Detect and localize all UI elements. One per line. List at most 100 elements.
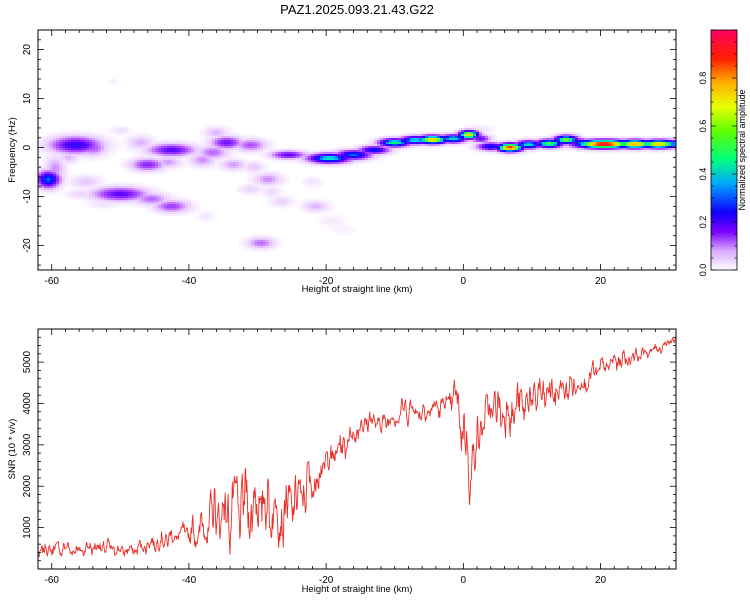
- heatmap-cell: [62, 192, 66, 195]
- heatmap-cell: [53, 154, 57, 157]
- heatmap-cell: [152, 134, 156, 137]
- heatmap-cell: [278, 152, 282, 155]
- heatmap-cell: [53, 170, 57, 173]
- heatmap-cell: [557, 150, 561, 153]
- heatmap-cell: [53, 142, 57, 145]
- heatmap-cell: [617, 148, 621, 151]
- heatmap-cell: [92, 132, 96, 135]
- heatmap-cell: [152, 206, 156, 209]
- heatmap-cell: [572, 142, 576, 145]
- heatmap-cell: [116, 140, 120, 143]
- heatmap-cell: [659, 148, 663, 151]
- heatmap-cell: [50, 132, 54, 135]
- heatmap-cell: [146, 202, 150, 205]
- heatmap-cell: [197, 210, 201, 213]
- heatmap-cell: [245, 146, 249, 149]
- heatmap-cell: [536, 136, 540, 139]
- heatmap-cell: [494, 134, 498, 137]
- heatmap-cell: [110, 194, 114, 197]
- heatmap-cell: [302, 184, 306, 187]
- heatmap-cell: [167, 214, 171, 217]
- heatmap-cell: [305, 206, 309, 209]
- heatmap-cell: [50, 134, 54, 137]
- heatmap-cell: [260, 146, 264, 149]
- heatmap-cell: [293, 204, 297, 207]
- heatmap-cell: [482, 124, 486, 127]
- heatmap-cell: [284, 200, 288, 203]
- heatmap-cell: [173, 168, 177, 171]
- heatmap-cell: [233, 136, 237, 139]
- heatmap-cell: [164, 190, 168, 193]
- heatmap-cell: [74, 174, 78, 177]
- heatmap-cell: [212, 138, 216, 141]
- heatmap-cell: [326, 162, 330, 165]
- heatmap-cell: [80, 150, 84, 153]
- heatmap-cell: [80, 172, 84, 175]
- heatmap-cell: [554, 146, 558, 149]
- heatmap-cell: [317, 154, 321, 157]
- heatmap-cell: [467, 146, 471, 149]
- heatmap-cell: [230, 132, 234, 135]
- heatmap-cell: [128, 138, 132, 141]
- heatmap-cell: [260, 154, 264, 157]
- heatmap-cell: [89, 196, 93, 199]
- heatmap-cell: [257, 250, 261, 253]
- heatmap-cell: [356, 148, 360, 151]
- heatmap-cell: [587, 148, 591, 151]
- heatmap-cell: [134, 202, 138, 205]
- heatmap-cell: [242, 184, 246, 187]
- heatmap-cell: [206, 218, 210, 221]
- heatmap-cell: [248, 178, 252, 181]
- heatmap-cell: [86, 172, 90, 175]
- colorbar-ticks: 0.00.20.40.60.8: [698, 29, 737, 276]
- heatmap-cell: [176, 158, 180, 161]
- heatmap-cell: [254, 242, 258, 245]
- heatmap-cell: [242, 240, 246, 243]
- heatmap-cell: [152, 212, 156, 215]
- heatmap-cell: [563, 148, 567, 151]
- heatmap-cell: [140, 164, 144, 167]
- heatmap-cell: [245, 136, 249, 139]
- heatmap-cell: [323, 158, 327, 161]
- heatmap-cell: [569, 140, 573, 143]
- heatmap-cell: [269, 180, 273, 183]
- heatmap-cell: [125, 204, 129, 207]
- heatmap-cell: [41, 136, 45, 139]
- heatmap-cell: [41, 158, 45, 161]
- heatmap-cell: [470, 142, 474, 145]
- heatmap-cell: [74, 158, 78, 161]
- heatmap-cell: [317, 166, 321, 169]
- heatmap-cell: [56, 148, 60, 151]
- heatmap-cell: [200, 166, 204, 169]
- heatmap-cell: [83, 150, 87, 153]
- heatmap-cell: [269, 182, 273, 185]
- heatmap-cell: [338, 216, 342, 219]
- heatmap-cell: [107, 202, 111, 205]
- heatmap-cell: [242, 146, 246, 149]
- heatmap-cell: [218, 166, 222, 169]
- heatmap-cell: [38, 138, 42, 141]
- heatmap-cell: [272, 150, 276, 153]
- heatmap-cell: [161, 202, 165, 205]
- heatmap-cell: [458, 134, 462, 137]
- heatmap-cell: [104, 140, 108, 143]
- heatmap-cell: [200, 128, 204, 131]
- heatmap-cell: [113, 126, 117, 129]
- heatmap-cell: [44, 176, 48, 179]
- heatmap-cell: [203, 130, 207, 133]
- heatmap-cell: [506, 152, 510, 155]
- heatmap-cell: [662, 146, 666, 149]
- heatmap-cell: [329, 208, 333, 211]
- heatmap-cell: [212, 148, 216, 151]
- heatmap-cell: [476, 132, 480, 135]
- heatmap-cell: [92, 198, 96, 201]
- heatmap-cell: [56, 156, 60, 159]
- heatmap-cell: [431, 146, 435, 149]
- heatmap-cell: [137, 152, 141, 155]
- heatmap-cell: [266, 248, 270, 251]
- heatmap-cell: [134, 200, 138, 203]
- heatmap-cell: [182, 148, 186, 151]
- heatmap-cell: [404, 138, 408, 141]
- heatmap-cell: [146, 204, 150, 207]
- heatmap-cell: [236, 140, 240, 143]
